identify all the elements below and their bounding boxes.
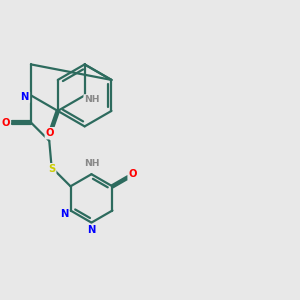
Text: S: S xyxy=(48,164,55,174)
Text: O: O xyxy=(129,169,137,179)
Text: O: O xyxy=(1,118,10,128)
Text: N: N xyxy=(87,225,96,235)
Text: N: N xyxy=(60,209,68,219)
Text: NH: NH xyxy=(84,159,99,168)
Text: NH: NH xyxy=(85,95,100,104)
Text: N: N xyxy=(20,92,29,102)
Text: O: O xyxy=(46,128,54,138)
